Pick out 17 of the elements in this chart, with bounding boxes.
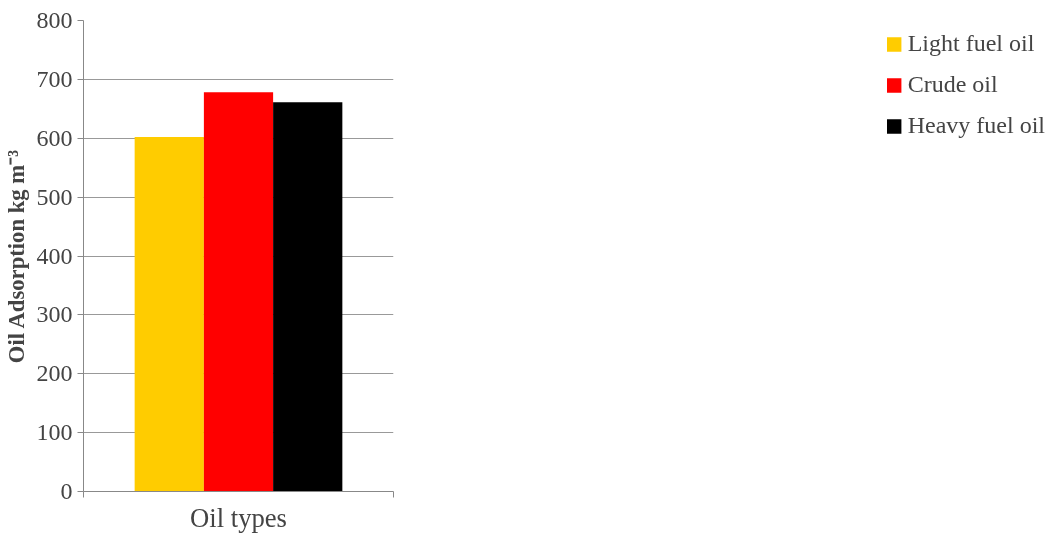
bar: [203, 92, 274, 492]
y-tick-label: 300: [36, 301, 73, 328]
legend-label: Heavy fuel oil: [907, 112, 1045, 139]
y-tick-label: 100: [36, 419, 73, 446]
y-axis-title: Oil Adsorption kg m⁻³: [3, 149, 29, 364]
bar: [134, 137, 204, 492]
y-tick-label: 0: [60, 478, 73, 504]
y-tick-label: 200: [36, 360, 73, 387]
y-tick-label: 800: [36, 7, 73, 33]
y-tick-label: 700: [36, 65, 73, 92]
x-axis-title: Oil types: [190, 502, 287, 533]
legend-label: Light fuel oil: [907, 30, 1035, 57]
legend-label: Crude oil: [907, 71, 998, 98]
y-tick-label: 400: [36, 242, 73, 269]
bar: [273, 102, 343, 492]
y-tick-label: 500: [36, 183, 73, 210]
y-tick-label: 600: [36, 124, 73, 151]
